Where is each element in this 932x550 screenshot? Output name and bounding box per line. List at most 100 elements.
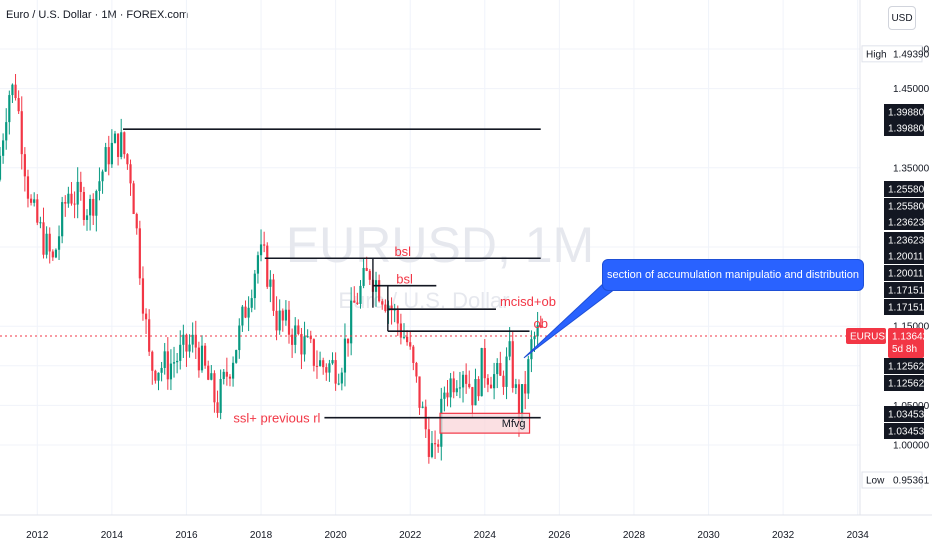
candle	[337, 373, 340, 386]
candle-body	[306, 336, 309, 338]
last-price-symbol: EURUSD	[850, 332, 892, 343]
x-tick-label: 2018	[250, 530, 273, 541]
candle-body	[235, 350, 238, 363]
candle-body	[378, 280, 381, 302]
candle-body	[14, 84, 17, 99]
candle	[225, 357, 228, 386]
candle	[415, 361, 418, 383]
candle	[141, 266, 145, 321]
candle-body	[95, 191, 98, 216]
candle	[263, 231, 266, 253]
candle	[241, 304, 244, 332]
candle	[418, 376, 421, 415]
candle	[399, 313, 402, 345]
y-tick-label: 1.45000	[893, 84, 930, 95]
candle-body	[524, 384, 527, 394]
price-level-box	[884, 248, 924, 264]
candle	[107, 135, 110, 176]
candle-body	[110, 142, 113, 165]
candle-body	[92, 198, 95, 216]
candle	[449, 372, 452, 408]
candle-body	[116, 133, 120, 157]
price-level-label: 1.17151	[888, 286, 925, 297]
candle-body	[489, 384, 493, 389]
x-tick-label: 2020	[325, 530, 348, 541]
candle	[163, 342, 166, 375]
candle-body	[533, 336, 536, 340]
candle	[508, 327, 511, 361]
candle-body	[176, 360, 179, 363]
candle	[433, 430, 437, 459]
candle-body	[368, 270, 371, 280]
candle	[82, 186, 86, 226]
candle-body	[42, 222, 45, 255]
candle-body	[508, 341, 511, 357]
candle-body	[172, 362, 176, 364]
candle	[362, 258, 365, 289]
price-level-box	[884, 423, 924, 439]
candle-body	[365, 267, 368, 271]
candle-body	[452, 378, 455, 393]
candle-body	[325, 367, 328, 373]
candle-body	[64, 202, 67, 204]
x-tick-label: 2030	[697, 530, 720, 541]
candle-body	[272, 279, 275, 311]
candle	[182, 324, 185, 358]
price-level-box	[884, 406, 924, 422]
candle	[437, 439, 440, 453]
price-level-label: 1.39880	[888, 124, 925, 135]
candle-body	[26, 176, 30, 199]
level-label: mcisd+ob	[500, 294, 556, 309]
candle	[191, 322, 194, 353]
candle-body	[461, 374, 465, 388]
candle-body	[427, 429, 430, 457]
candle-body	[350, 300, 353, 344]
candle	[256, 251, 260, 284]
candle	[76, 167, 79, 219]
x-tick-label: 2022	[399, 530, 422, 541]
candle-body	[412, 346, 415, 363]
candle	[26, 169, 30, 208]
candle	[11, 83, 14, 103]
candle-body	[11, 84, 14, 96]
candle	[89, 194, 92, 231]
price-level-box	[884, 299, 924, 315]
price-level-box	[884, 358, 924, 374]
candle-body	[188, 344, 191, 352]
candle-body	[517, 384, 521, 423]
price-level-box	[884, 214, 924, 230]
candle	[151, 350, 154, 385]
y-axis: 1.500001.450001.350001.150001.050001.000…	[846, 0, 930, 515]
x-tick-label: 2014	[101, 530, 124, 541]
candle	[489, 376, 493, 389]
candle	[129, 159, 132, 196]
candle	[266, 242, 269, 289]
candle-body	[191, 334, 194, 345]
high-price-label-label: High	[866, 49, 887, 60]
candle-body	[520, 384, 524, 423]
candle	[110, 129, 113, 168]
candle	[421, 401, 424, 409]
candle	[455, 380, 458, 397]
candle	[272, 273, 275, 316]
candle-body	[57, 236, 61, 250]
price-level-label: 1.12562	[888, 379, 925, 390]
candle	[48, 227, 51, 264]
candle-body	[437, 444, 440, 447]
candle	[480, 347, 483, 397]
candle	[194, 320, 197, 359]
candle-body	[312, 339, 315, 366]
candle-body	[113, 133, 117, 143]
candle	[204, 343, 207, 369]
candle-body	[269, 279, 272, 287]
price-level-label: 1.20011	[888, 269, 924, 280]
candle-body	[5, 122, 8, 141]
candle	[303, 321, 306, 362]
candle-body	[17, 98, 20, 112]
callout-note[interactable]: section of accumulation manipulatio and …	[602, 259, 864, 291]
fvg-zone-label: Mfvg	[502, 418, 526, 430]
candle-body	[458, 387, 462, 389]
candle	[409, 331, 412, 350]
currency-button[interactable]: USD	[888, 6, 916, 30]
